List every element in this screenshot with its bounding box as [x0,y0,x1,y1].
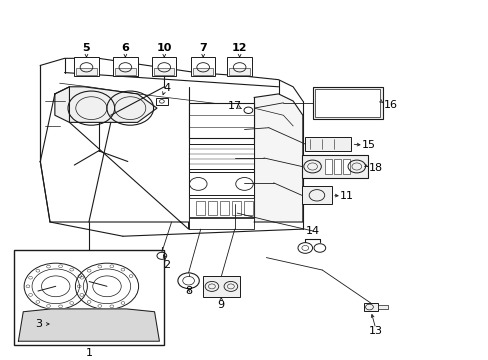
Bar [207,201,216,215]
Bar [377,305,387,309]
Bar [188,198,254,217]
Bar [196,201,204,215]
Polygon shape [254,94,302,222]
Text: 7: 7 [199,43,206,53]
Bar [156,98,167,104]
Text: 8: 8 [184,287,192,296]
Bar [188,103,254,138]
Bar [301,156,367,177]
Text: 14: 14 [305,226,319,236]
Text: 3: 3 [35,319,42,329]
Bar [325,159,331,174]
Bar [244,201,253,215]
Bar [188,219,254,229]
Bar [113,57,137,76]
Polygon shape [19,309,159,341]
Bar [333,159,340,174]
Text: 2: 2 [163,260,170,270]
Text: 10: 10 [156,43,172,53]
Bar [154,68,174,75]
Bar [315,89,379,117]
Text: 11: 11 [339,191,353,201]
Bar [363,303,377,311]
Text: 13: 13 [368,326,382,336]
Bar [312,87,382,119]
Bar [227,57,251,76]
Polygon shape [55,87,157,122]
Text: 5: 5 [82,43,90,53]
Bar [152,57,176,76]
Text: 15: 15 [361,140,375,150]
Bar [76,68,97,75]
Bar [191,57,215,76]
Text: 16: 16 [383,100,397,109]
Text: 12: 12 [231,43,247,53]
Bar [188,172,254,195]
Text: 6: 6 [121,43,129,53]
Text: 17: 17 [227,102,242,111]
Bar [232,201,241,215]
Bar [193,68,213,75]
Bar [74,57,99,76]
Bar [342,159,349,174]
Bar [115,68,135,75]
Text: 18: 18 [368,163,382,173]
Bar [305,137,351,151]
Bar [301,186,331,204]
Text: 4: 4 [163,83,170,93]
Bar [220,201,228,215]
Text: 1: 1 [85,348,92,357]
Bar [203,276,239,297]
Bar [14,251,164,345]
Bar [229,68,249,75]
Text: 9: 9 [217,300,224,310]
Bar [188,144,254,168]
